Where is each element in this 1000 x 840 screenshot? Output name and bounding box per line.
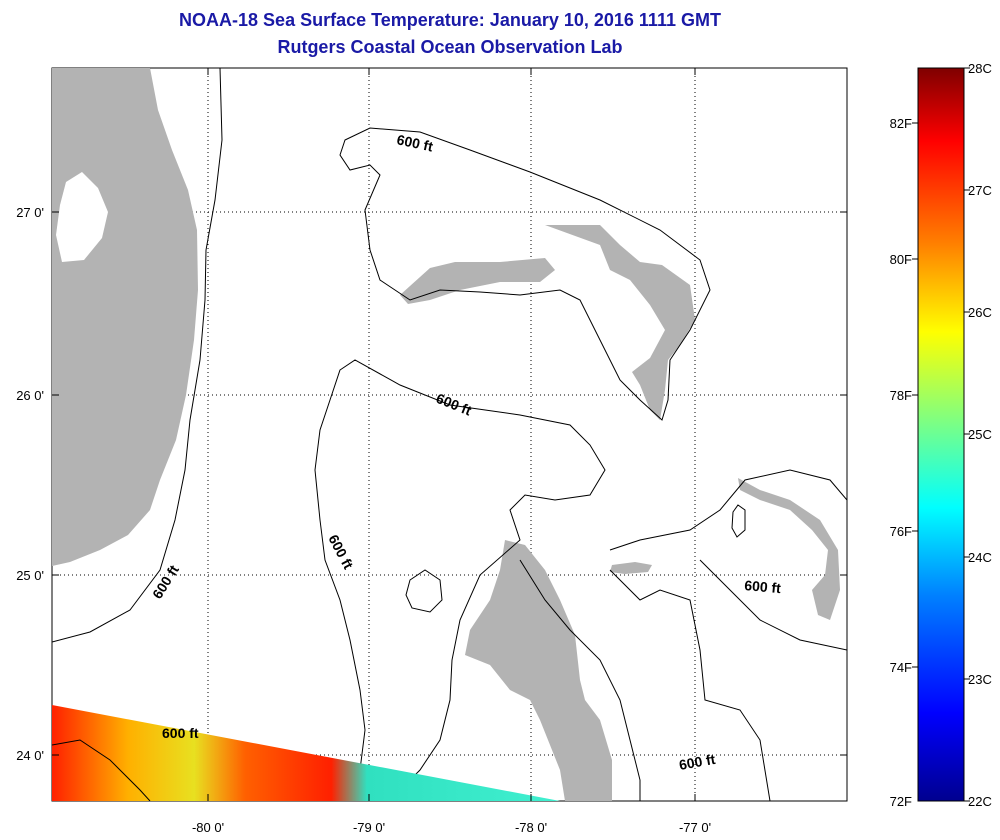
colorbar-fahrenheit-label: 76F bbox=[890, 524, 912, 539]
depth-contours bbox=[52, 68, 847, 801]
colorbar-celsius-label: 22C bbox=[968, 794, 992, 809]
colorbar-celsius-label: 23C bbox=[968, 672, 992, 687]
colorbar bbox=[917, 67, 965, 802]
eleuthera-island bbox=[738, 478, 840, 620]
andros-island bbox=[465, 540, 612, 801]
contour-label: 600 ft bbox=[395, 131, 434, 154]
x-tick-label: -78 0' bbox=[515, 820, 547, 835]
colorbar-fahrenheit-label: 78F bbox=[890, 388, 912, 403]
colorbar-celsius-label: 26C bbox=[968, 305, 992, 320]
colorbar-celsius-label: 28C bbox=[968, 61, 992, 76]
grand-bahama-island bbox=[400, 258, 555, 304]
map-subtitle: Rutgers Coastal Ocean Observation Lab bbox=[277, 37, 623, 57]
sst-satellite-swath bbox=[52, 705, 560, 801]
y-tick-label: 26 0' bbox=[16, 388, 44, 403]
contour-label: 600 ft bbox=[678, 751, 717, 773]
contour-label: 600 ft bbox=[744, 577, 782, 596]
axis-ticks bbox=[52, 68, 847, 801]
swath-coastline bbox=[52, 739, 151, 801]
y-tick-label: 25 0' bbox=[16, 568, 44, 583]
colorbar-fahrenheit-label: 82F bbox=[890, 116, 912, 131]
y-tick-label: 24 0' bbox=[16, 748, 44, 763]
colorbar-fahrenheit-label: 80F bbox=[890, 252, 912, 267]
colorbar-fahrenheit-label: 72F bbox=[890, 794, 912, 809]
colorbar-celsius-label: 25C bbox=[968, 427, 992, 442]
new-providence-island bbox=[610, 562, 652, 574]
colorbar-celsius-label: 24C bbox=[968, 550, 992, 565]
map-title: NOAA-18 Sea Surface Temperature: January… bbox=[179, 10, 721, 30]
x-tick-label: -80 0' bbox=[192, 820, 224, 835]
colorbar-celsius-label: 27C bbox=[968, 183, 992, 198]
y-tick-label: 27 0' bbox=[16, 205, 44, 220]
colorbar-fahrenheit-label: 74F bbox=[890, 660, 912, 675]
lake-okeechobee bbox=[56, 172, 108, 262]
x-tick-label: -79 0' bbox=[353, 820, 385, 835]
colorbar-ticks bbox=[912, 67, 970, 802]
contour-label: 600 ft bbox=[162, 725, 199, 741]
x-tick-label: -77 0' bbox=[679, 820, 711, 835]
abaco-island bbox=[545, 225, 695, 420]
